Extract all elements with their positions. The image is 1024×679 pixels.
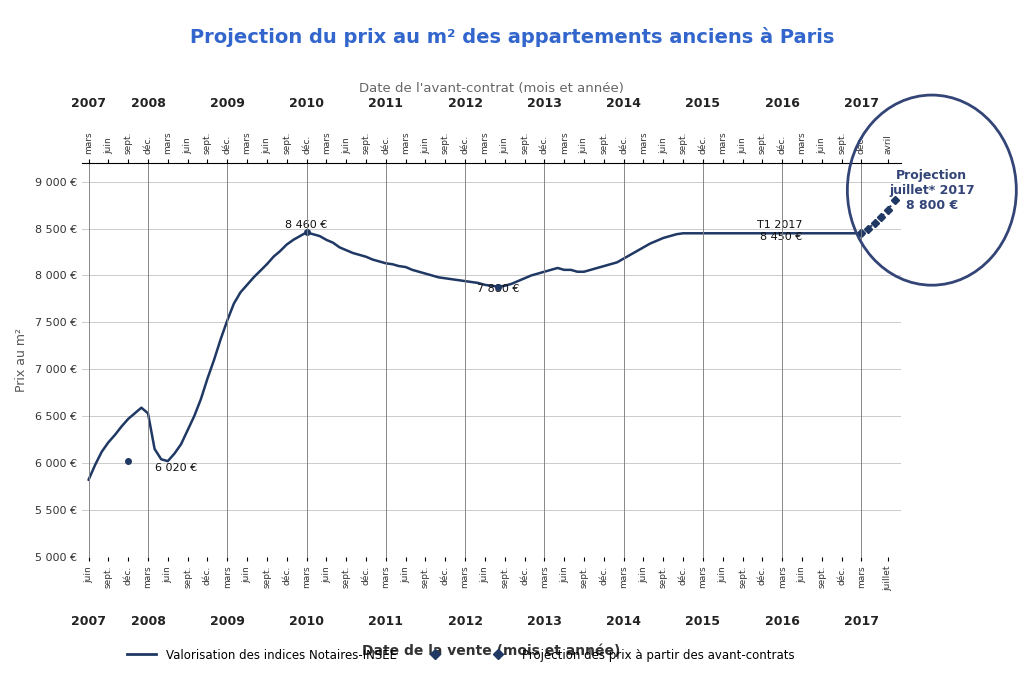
Text: 2015: 2015	[685, 615, 721, 628]
Text: 2011: 2011	[369, 615, 403, 628]
Y-axis label: Prix au m²: Prix au m²	[15, 328, 28, 392]
Text: 2007: 2007	[71, 615, 106, 628]
Text: Projection
juillet* 2017
8 800 €: Projection juillet* 2017 8 800 €	[889, 168, 975, 212]
Legend: Valorisation des indices Notaires-INSEE, , Projection des prix à partir des avan: Valorisation des indices Notaires-INSEE,…	[122, 644, 800, 666]
Text: 7 880 €: 7 880 €	[477, 285, 519, 295]
Text: 2011: 2011	[369, 97, 403, 110]
Text: 8 460 €: 8 460 €	[286, 220, 328, 230]
Text: 6 020 €: 6 020 €	[155, 462, 197, 473]
Text: 2015: 2015	[685, 97, 721, 110]
Text: 2012: 2012	[447, 97, 482, 110]
Text: 2008: 2008	[130, 615, 166, 628]
Text: 2010: 2010	[289, 97, 324, 110]
Text: 2013: 2013	[527, 97, 562, 110]
Text: 2017: 2017	[844, 615, 879, 628]
Text: 2008: 2008	[130, 97, 166, 110]
Text: 2007: 2007	[71, 97, 106, 110]
Text: 2013: 2013	[527, 615, 562, 628]
X-axis label: Date de l'avant-contrat (mois et année): Date de l'avant-contrat (mois et année)	[359, 82, 624, 96]
Text: Projection du prix au m² des appartements anciens à Paris: Projection du prix au m² des appartement…	[189, 27, 835, 47]
Text: 2014: 2014	[606, 615, 641, 628]
X-axis label: Date de la vente (mois et année): Date de la vente (mois et année)	[362, 644, 621, 658]
Text: T1 2017
8 450 €: T1 2017 8 450 €	[757, 220, 802, 242]
Text: 2010: 2010	[289, 615, 324, 628]
Text: 2017: 2017	[844, 97, 879, 110]
Text: 2009: 2009	[210, 97, 245, 110]
Text: 2014: 2014	[606, 97, 641, 110]
Text: 2012: 2012	[447, 615, 482, 628]
Text: 2009: 2009	[210, 615, 245, 628]
Text: 2016: 2016	[765, 615, 800, 628]
Text: 2016: 2016	[765, 97, 800, 110]
